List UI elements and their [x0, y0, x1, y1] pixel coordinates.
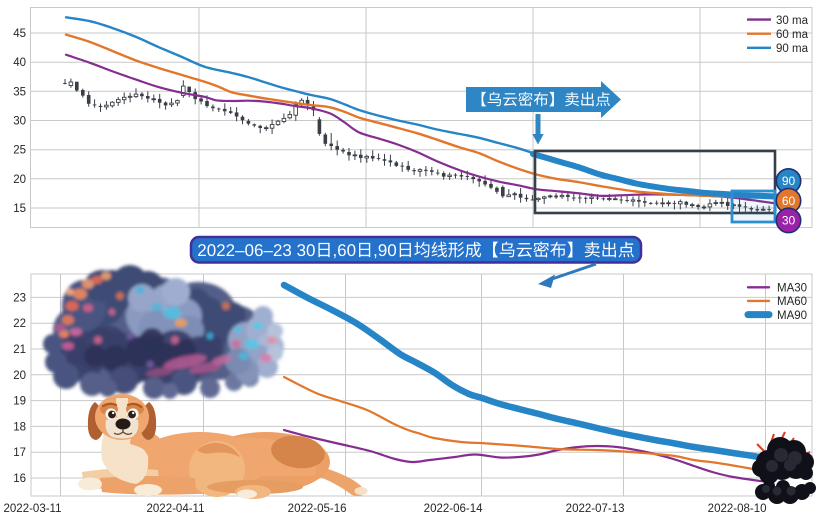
svg-text:MA30: MA30: [777, 283, 807, 295]
svg-text:2022-03-11: 2022-03-11: [4, 503, 62, 515]
svg-text:2022-04-11: 2022-04-11: [147, 503, 205, 515]
svg-text:2022-05-16: 2022-05-16: [288, 503, 347, 515]
svg-text:45: 45: [13, 28, 26, 40]
svg-text:25: 25: [13, 145, 26, 157]
svg-text:17: 17: [13, 447, 26, 459]
svg-text:40: 40: [13, 57, 26, 69]
svg-text:2022-07-13: 2022-07-13: [566, 503, 625, 515]
svg-text:20: 20: [13, 370, 26, 382]
svg-text:16: 16: [13, 473, 26, 485]
svg-text:15: 15: [13, 203, 26, 215]
svg-text:23: 23: [13, 292, 26, 304]
svg-text:60 ma: 60 ma: [776, 29, 809, 41]
svg-text:21: 21: [13, 344, 26, 356]
svg-text:18: 18: [13, 421, 26, 433]
svg-text:30: 30: [13, 116, 26, 128]
svg-text:60: 60: [782, 194, 796, 208]
svg-text:20: 20: [13, 174, 26, 186]
svg-text:19: 19: [13, 396, 26, 408]
svg-text:2022-08-10: 2022-08-10: [708, 503, 767, 515]
svg-text:22: 22: [13, 318, 26, 330]
svg-text:2022-06-14: 2022-06-14: [424, 503, 483, 515]
svg-text:90 ma: 90 ma: [776, 43, 809, 55]
svg-text:30: 30: [782, 214, 796, 228]
svg-text:MA60: MA60: [777, 296, 807, 308]
svg-text:MA90: MA90: [777, 310, 807, 322]
svg-text:35: 35: [13, 86, 26, 98]
svg-text:30 ma: 30 ma: [776, 15, 809, 27]
svg-text:90: 90: [782, 174, 796, 188]
